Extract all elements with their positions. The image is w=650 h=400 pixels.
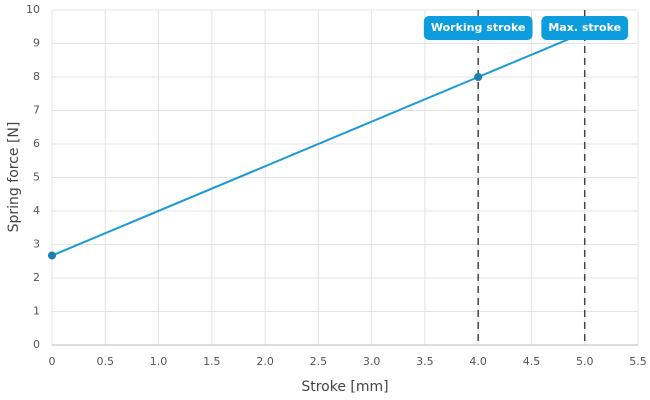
annotation-box xyxy=(423,16,533,40)
x-tick-label: 5.0 xyxy=(576,355,594,368)
x-tick-label: 1.0 xyxy=(150,355,168,368)
y-tick-label: 4 xyxy=(33,204,40,217)
y-tick-label: 8 xyxy=(33,70,40,83)
annotation-text: Working stroke xyxy=(431,21,526,34)
x-tick-label: 2.5 xyxy=(310,355,328,368)
annotation-text: Max. stroke xyxy=(548,21,621,34)
y-tick-label: 10 xyxy=(26,3,40,16)
x-axis-title: Stroke [mm] xyxy=(301,379,388,395)
point xyxy=(48,251,56,260)
point xyxy=(474,73,483,81)
y-tick-label: 3 xyxy=(33,238,40,251)
y-tick-label: 7 xyxy=(33,104,40,117)
x-tick-label: 4.5 xyxy=(523,355,541,368)
x-tick-label: 0 xyxy=(49,355,56,368)
y-tick-label: 2 xyxy=(33,271,40,284)
x-tick-label: 4.0 xyxy=(469,355,487,368)
y-tick-label: 5 xyxy=(33,171,40,184)
y-axis-title: Spring force [N] xyxy=(6,122,22,233)
x-tick-label: 5.5 xyxy=(629,355,647,368)
x-tick-label: 0.5 xyxy=(97,355,115,368)
y-tick-label: 0 xyxy=(33,338,40,351)
x-tick-label: 1.5 xyxy=(203,355,221,368)
x-tick-label: 3.5 xyxy=(416,355,434,368)
y-tick-label: 1 xyxy=(33,305,40,318)
annotation-box xyxy=(541,16,629,40)
y-tick-label: 6 xyxy=(33,137,40,150)
annotation-label: Working stroke xyxy=(423,16,533,40)
x-tick-label: 2.0 xyxy=(256,355,274,368)
y-tick-label: 9 xyxy=(33,37,40,50)
annotation-label: Max. stroke xyxy=(541,16,629,40)
x-tick-label: 3.0 xyxy=(363,355,381,368)
